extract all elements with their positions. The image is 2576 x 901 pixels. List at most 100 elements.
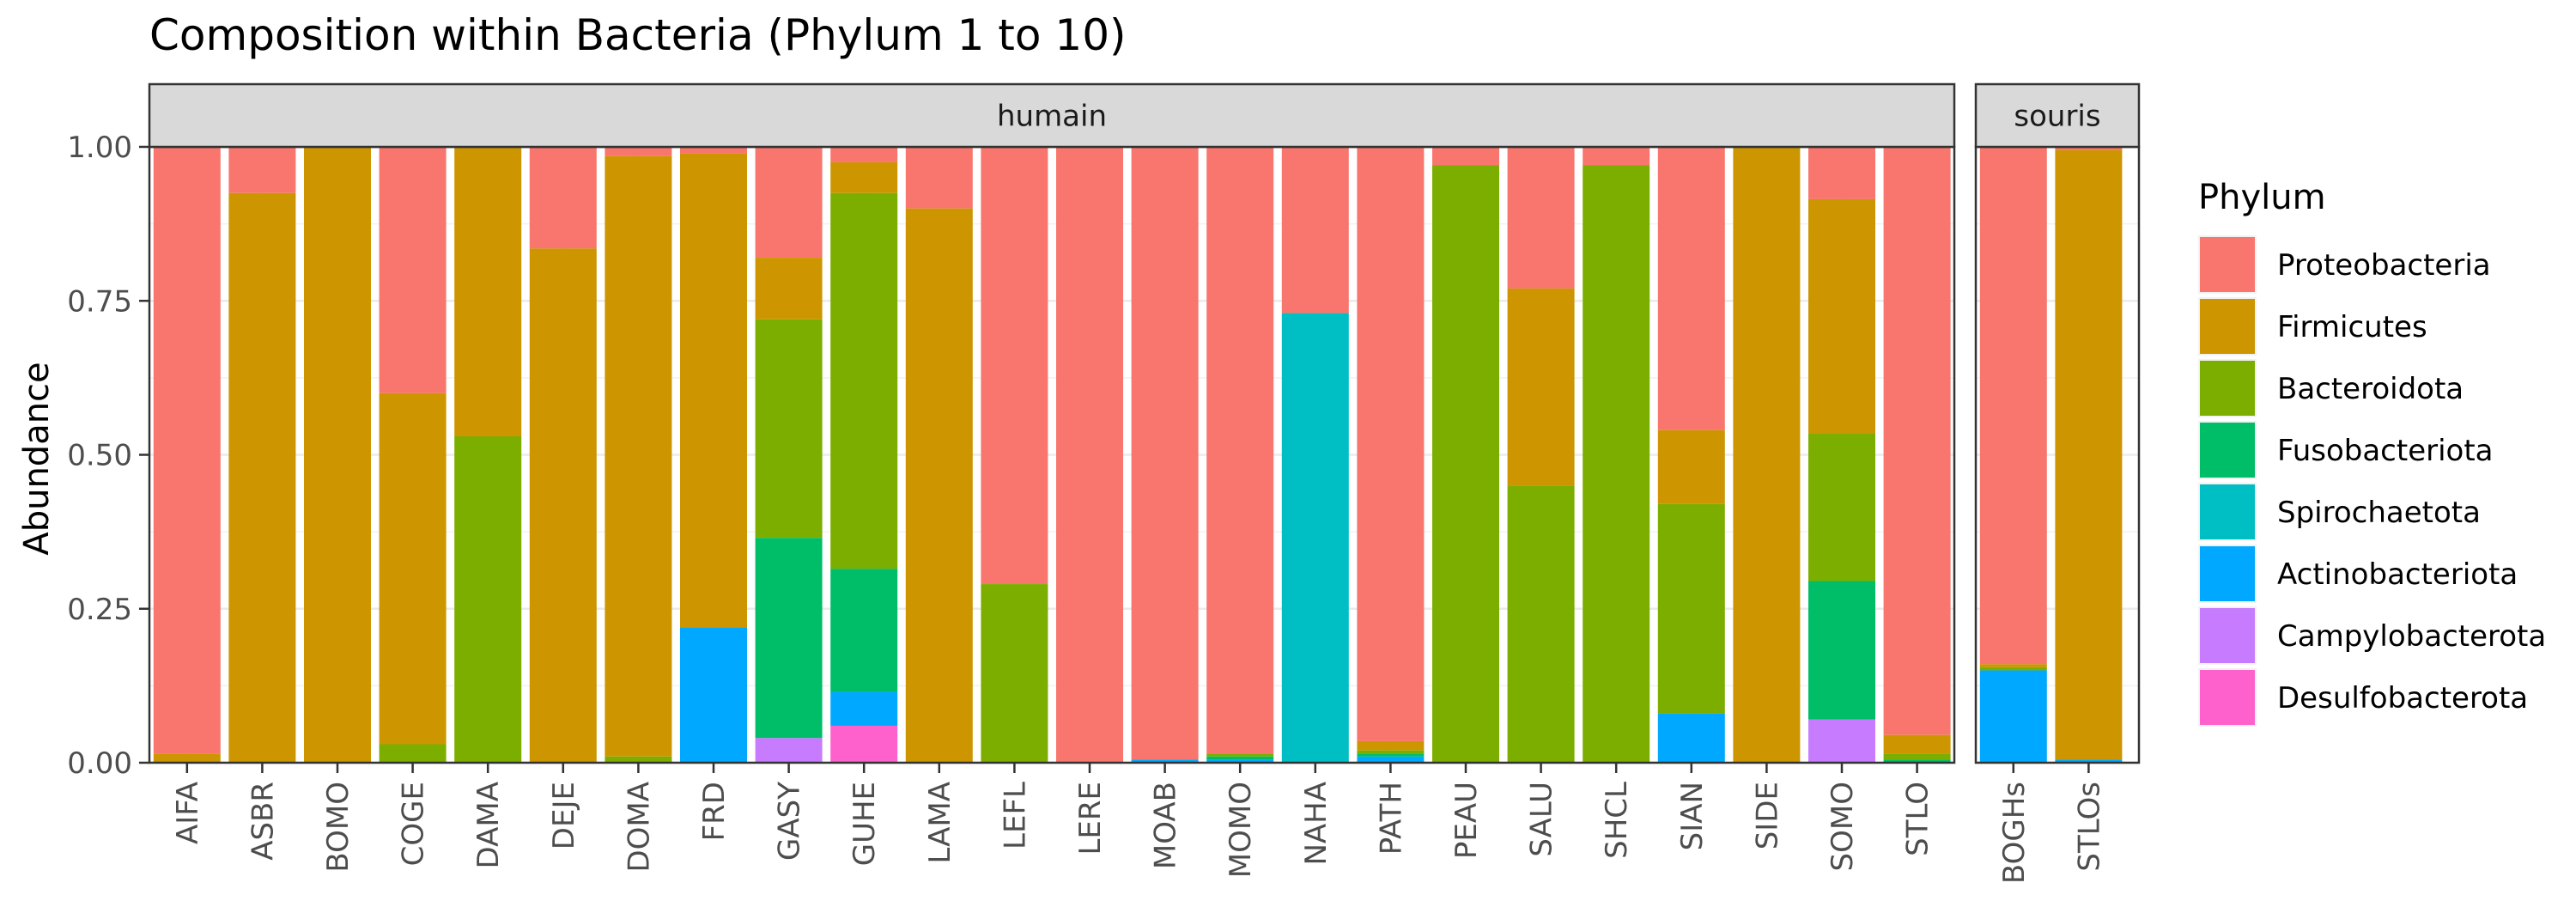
x-tick-label: SALU: [1525, 782, 1559, 857]
y-tick-label: 0.00: [67, 746, 132, 781]
legend-item-campylobacterota: Campylobacterota: [2198, 606, 2546, 665]
legend-swatch: [2200, 423, 2255, 478]
legend-label: Desulfobacterota: [2277, 681, 2528, 715]
bar-stack-PEAU: [1432, 147, 1499, 763]
bar-STLO-fusobacteriota: [1883, 759, 1951, 763]
bar-LAMA-proteobacteria: [905, 147, 973, 209]
legend-label: Firmicutes: [2277, 310, 2427, 344]
bar-SOMO-proteobacteria: [1808, 147, 1875, 199]
facet-strip-label: souris: [2014, 100, 2100, 134]
x-tick-label: STLO: [1901, 782, 1935, 856]
legend-swatch: [2200, 546, 2255, 601]
x-tick-label: GASY: [773, 782, 807, 861]
bar-MOMO-fusobacteriota: [1206, 756, 1274, 760]
bar-GASY-firmicutes: [755, 258, 823, 320]
bar-stack-GASY: [755, 147, 823, 763]
x-tick-label: ASBR: [246, 782, 280, 861]
bar-ASBR-proteobacteria: [228, 147, 296, 193]
bar-DOMA-proteobacteria: [605, 147, 672, 156]
y-axis-label: Abundance: [17, 362, 57, 555]
x-tick-label: NAHA: [1299, 782, 1334, 866]
bar-SOMO-fusobacteriota: [1808, 581, 1875, 720]
bar-GUHE-fusobacteriota: [830, 569, 898, 692]
bar-GUHE-firmicutes: [830, 161, 898, 193]
bar-stack-DAMA: [454, 147, 522, 763]
bar-stack-SHCL: [1583, 147, 1650, 763]
bar-stack-PATH: [1357, 147, 1425, 763]
x-tick-label: BOMO: [321, 782, 355, 873]
bar-GASY-campylobacterota: [755, 738, 823, 763]
bar-NAHA-proteobacteria: [1281, 147, 1349, 314]
bar-SALU-bacteroidota: [1507, 485, 1575, 763]
x-tick-label: DOMA: [622, 782, 656, 873]
bar-stack-COGE: [379, 147, 447, 763]
bar-STLO-bacteroidota: [1883, 753, 1951, 760]
x-tick-label: GUHE: [848, 782, 882, 866]
bar-BOGHs-firmicutes: [1979, 664, 2047, 667]
y-tick-label: 0.25: [67, 593, 132, 627]
x-tick-label: MOAB: [1149, 782, 1183, 869]
bar-DOMA-firmicutes: [605, 155, 672, 757]
bar-SIAN-proteobacteria: [1657, 147, 1725, 430]
bar-GASY-fusobacteriota: [755, 538, 823, 739]
bar-GUHE-actinobacteriota: [830, 691, 898, 726]
panel-souris: souris BOGHs STLOs: [1974, 82, 2141, 884]
bar-SALU-firmicutes: [1507, 288, 1575, 486]
bar-MOMO-actinobacteriota: [1206, 759, 1274, 763]
bar-STLOs-firmicutes: [2055, 149, 2123, 760]
bar-DEJE-proteobacteria: [529, 147, 597, 249]
legend-item-spirochaetota: Spirochaetota: [2198, 483, 2481, 541]
bar-stack-FRD: [680, 147, 747, 763]
bar-NAHA-spirochaetota: [1281, 313, 1349, 764]
bar-SHCL-bacteroidota: [1583, 165, 1650, 763]
legend-item-bacteroidota: Bacteroidota: [2198, 359, 2464, 417]
bar-LEFL-proteobacteria: [981, 147, 1048, 585]
facet-strip: [1974, 82, 2141, 149]
legend-label: Campylobacterota: [2277, 619, 2546, 654]
bar-STLOs-actinobacteriota: [2055, 759, 2123, 763]
legend-item-firmicutes: Firmicutes: [2198, 297, 2427, 356]
x-tick-label: LAMA: [923, 782, 957, 864]
bar-stack-MOAB: [1131, 147, 1199, 763]
bar-stack-ASBR: [228, 147, 296, 763]
y-tick-label: 0.50: [67, 439, 132, 473]
bar-DAMA-firmicutes: [454, 147, 522, 436]
x-tick-label: PATH: [1374, 782, 1408, 855]
bar-SOMO-firmicutes: [1808, 198, 1875, 434]
bar-FRD-proteobacteria: [680, 147, 747, 154]
bar-ASBR-firmicutes: [228, 192, 296, 763]
legend-label: Proteobacteria: [2277, 248, 2491, 283]
legend-swatch: [2200, 361, 2255, 416]
bar-PATH-actinobacteriota: [1357, 756, 1425, 763]
facet-panels: humain AIFA ASBR BOMO COGE DAMA DEJE DOMA FRD GAS…: [67, 82, 2141, 884]
bar-BOGHs-actinobacteriota: [1979, 670, 2047, 763]
bar-BOGHs-bacteroidota: [1979, 667, 2047, 671]
legend-item-proteobacteria: Proteobacteria: [2198, 235, 2491, 294]
bar-COGE-bacteroidota: [379, 744, 447, 763]
bar-SALU-proteobacteria: [1507, 147, 1575, 289]
bar-STLO-proteobacteria: [1883, 147, 1951, 735]
bar-stack-LEFL: [981, 147, 1048, 763]
bar-DAMA-bacteroidota: [454, 435, 522, 763]
bar-DOMA-bacteroidota: [605, 756, 672, 763]
bar-stack-STLO: [1883, 147, 1951, 763]
bar-GASY-proteobacteria: [755, 147, 823, 259]
bar-STLO-firmicutes: [1883, 734, 1951, 754]
bar-SIAN-actinobacteriota: [1657, 713, 1725, 763]
bar-stack-DEJE: [529, 147, 597, 763]
bar-COGE-proteobacteria: [379, 147, 447, 393]
legend-swatch: [2200, 608, 2255, 663]
bar-stack-NAHA: [1281, 147, 1349, 764]
bar-stack-SOMO: [1808, 147, 1875, 763]
x-tick-label: FRD: [697, 782, 732, 841]
panel-humain: humain AIFA ASBR BOMO COGE DAMA DEJE DOMA FRD GAS…: [67, 82, 1956, 878]
legend-swatch: [2200, 670, 2255, 725]
bar-BOMO-firmicutes: [304, 147, 371, 763]
bar-stack-LERE: [1056, 147, 1123, 763]
bar-LERE-proteobacteria: [1056, 147, 1123, 763]
bar-MOAB-proteobacteria: [1131, 147, 1199, 760]
bar-FRD-firmicutes: [680, 153, 747, 628]
bar-stack-GUHE: [830, 143, 898, 763]
bar-DEJE-firmicutes: [529, 248, 597, 763]
